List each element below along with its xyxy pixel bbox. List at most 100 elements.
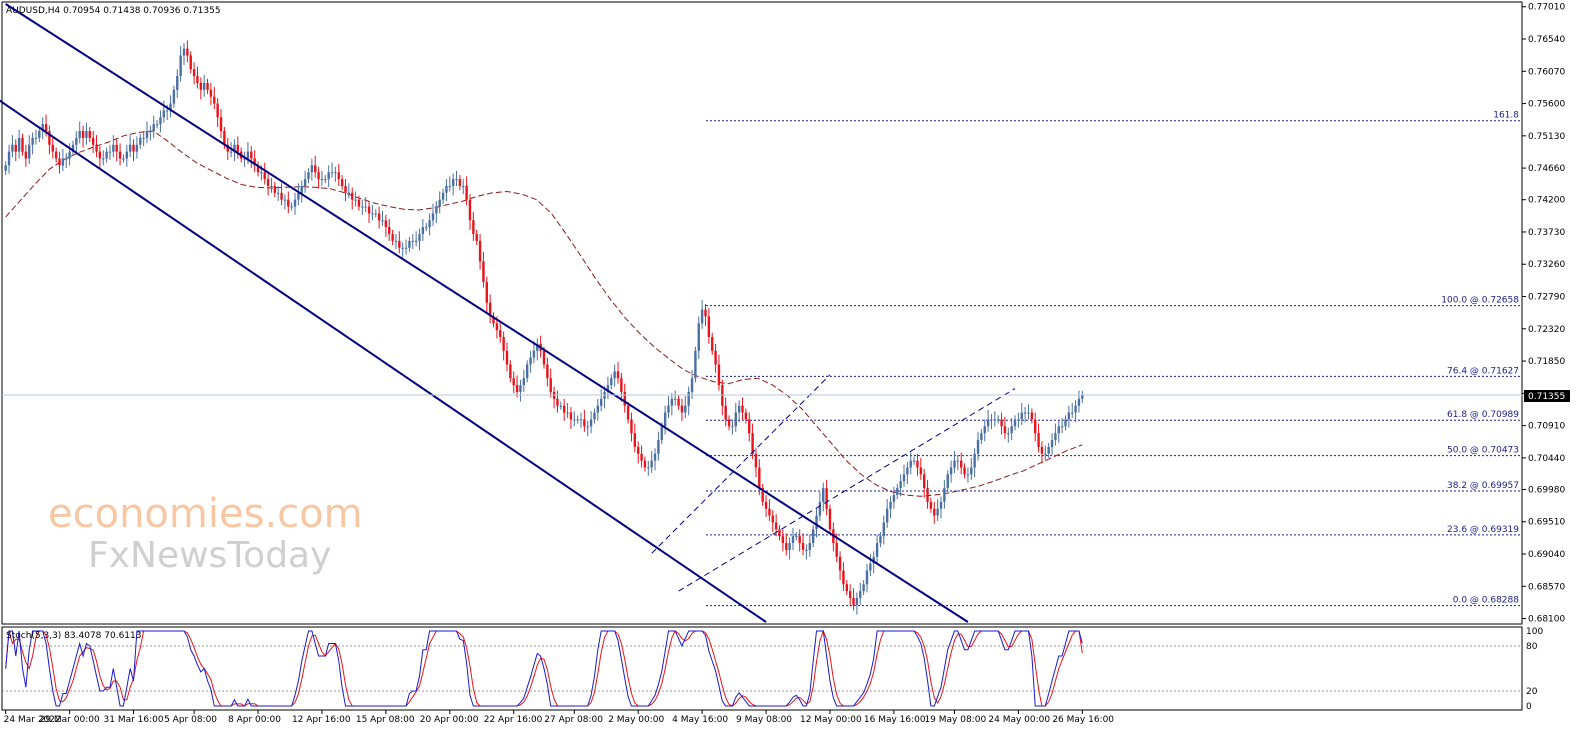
candle-body	[562, 405, 566, 413]
time-tick-label: 19 May 08:00	[924, 715, 986, 725]
price-tick-label: 0.77010	[1528, 3, 1565, 13]
candle-body	[751, 433, 754, 454]
candle-body	[1067, 412, 1071, 420]
candle-body	[610, 378, 613, 386]
time-tick-label: 2 May 00:00	[608, 715, 664, 725]
stoch-main-line	[5, 630, 1083, 707]
candle-body	[95, 144, 98, 152]
price-tick-label: 0.69510	[1528, 518, 1565, 528]
candle-body	[1003, 426, 1007, 434]
candle-body	[266, 179, 270, 186]
candle-body	[650, 460, 653, 468]
candle-body	[569, 412, 573, 420]
candle-body	[250, 151, 253, 159]
candle-body	[556, 398, 559, 406]
candle-body	[953, 460, 956, 468]
candle-body	[761, 488, 764, 502]
ma-line	[5, 130, 1083, 497]
candle-body	[425, 227, 428, 229]
candle-body	[637, 446, 640, 454]
candle-body	[431, 213, 435, 221]
candle-body	[337, 172, 340, 180]
candle-body	[14, 144, 17, 152]
candle-body	[1077, 398, 1081, 406]
candle-body	[347, 192, 351, 194]
time-tick-label: 5 Apr 08:00	[164, 715, 217, 725]
candle-body	[159, 117, 162, 125]
fib-label: 0.0 @ 0.68288	[1453, 596, 1520, 606]
candle-body	[717, 364, 721, 386]
last-price-tag	[1524, 390, 1570, 402]
candle-body	[579, 419, 583, 421]
candle-body	[176, 76, 179, 90]
symbol-header: AUDUSD,H4 0.70954 0.71438 0.70936 0.7135…	[6, 6, 221, 16]
price-tick-label: 0.73730	[1528, 228, 1565, 238]
candle-body	[798, 536, 801, 544]
price-tick-label: 0.71850	[1528, 357, 1565, 367]
stoch-axis-label: 80	[1526, 642, 1538, 652]
candle-body	[81, 131, 85, 138]
candle-body	[182, 48, 186, 56]
candle-body	[287, 199, 290, 207]
candle-body	[758, 467, 761, 489]
candle-body	[889, 501, 892, 509]
candle-body	[1040, 446, 1044, 454]
candle-body	[1037, 433, 1040, 447]
price-tick-label: 0.74200	[1528, 196, 1565, 206]
channel-lines	[0, 3, 969, 623]
candle-body	[599, 398, 603, 406]
price-tick-label: 0.70910	[1528, 422, 1565, 432]
candle-body	[414, 240, 418, 242]
candle-body	[616, 371, 620, 379]
candle-body	[485, 282, 489, 303]
candle-body	[314, 165, 317, 173]
candle-body	[88, 131, 91, 138]
candle-body	[280, 192, 283, 200]
candle-body	[260, 172, 263, 174]
candle-body	[1034, 419, 1037, 434]
candle-body	[374, 213, 377, 215]
candle-body	[492, 316, 495, 324]
candle-body	[512, 378, 515, 386]
candle-body	[697, 323, 700, 351]
candle-body	[404, 247, 408, 249]
stoch-header: Stoch(5,3,3) 83.4078 70.6113	[6, 631, 141, 641]
candle-body	[532, 350, 536, 358]
time-tick-label: 26 May 16:00	[1052, 715, 1114, 725]
candle-body	[213, 96, 216, 104]
candle-body	[155, 124, 159, 126]
candle-body	[236, 144, 240, 152]
candle-body	[882, 522, 886, 537]
candle-body	[805, 549, 808, 551]
candle-body	[529, 357, 532, 365]
candle-body	[186, 48, 189, 56]
channel-line-lower	[0, 99, 767, 623]
candle-body	[85, 131, 88, 138]
candle-body	[246, 151, 250, 159]
candle-body	[879, 536, 882, 544]
candle-body	[293, 199, 297, 207]
candle-body	[825, 488, 828, 509]
price-tick-label: 0.75130	[1528, 132, 1565, 142]
candle-body	[852, 597, 855, 605]
time-tick-label: 9 May 08:00	[736, 715, 792, 725]
candle-body	[835, 543, 838, 557]
candle-body	[7, 151, 11, 166]
candle-body	[199, 82, 203, 90]
time-tick-label: 4 May 16:00	[672, 715, 728, 725]
candle-body	[118, 151, 122, 159]
stoch-axis-label: 100	[1526, 627, 1543, 637]
candle-body	[223, 131, 226, 145]
oscillator-panel-frame	[1, 626, 1523, 711]
candle-body	[943, 488, 946, 502]
candle-body	[122, 158, 125, 160]
candle-body	[1044, 453, 1047, 455]
candle-body	[596, 405, 600, 413]
candle-body	[394, 240, 398, 242]
candle-body	[145, 131, 149, 138]
fib-label: 76.4 @ 0.71627	[1447, 366, 1519, 376]
candle-body	[872, 556, 875, 564]
candle-body	[949, 467, 953, 475]
price-panel-frame	[1, 1, 1523, 625]
